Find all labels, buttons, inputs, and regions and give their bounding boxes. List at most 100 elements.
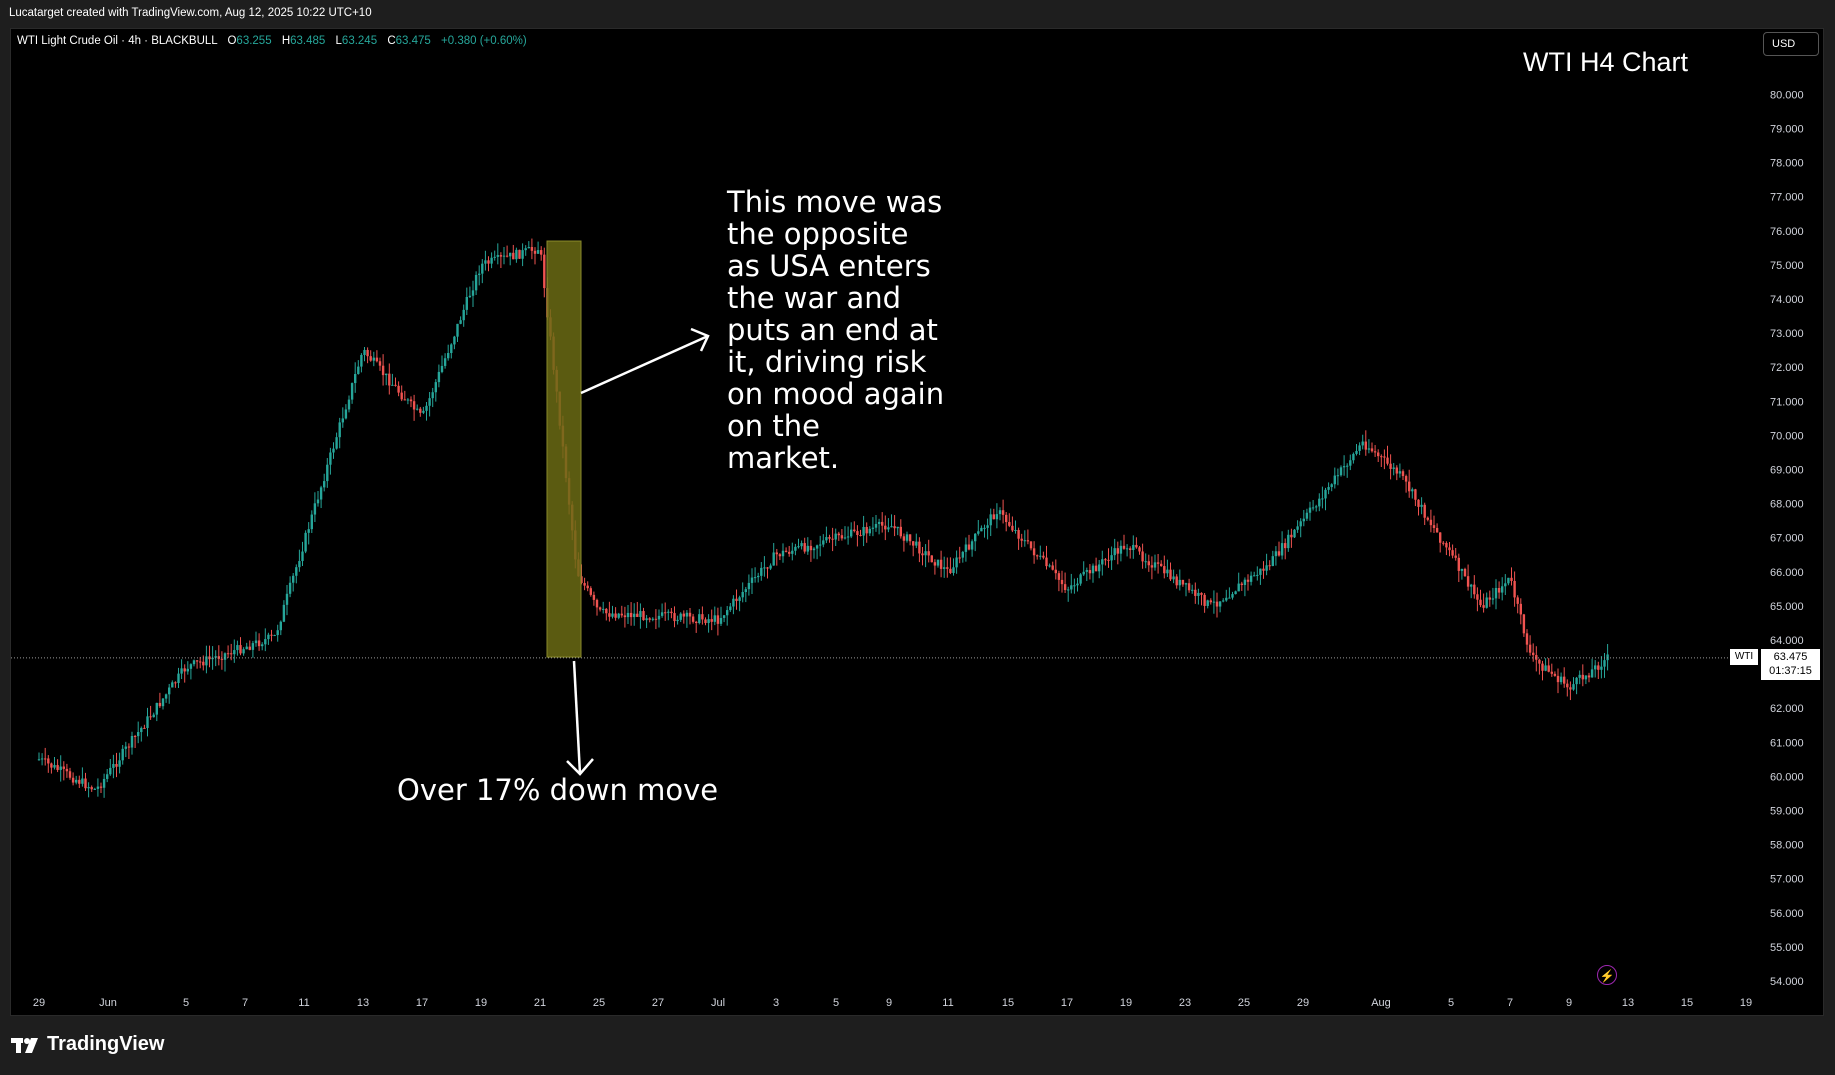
candle-body	[1287, 534, 1290, 549]
candle-body	[487, 260, 490, 264]
candle-body	[1215, 601, 1219, 607]
candle-body	[307, 529, 310, 533]
y-tick-label: 66.000	[1770, 567, 1804, 579]
candle-body	[1525, 633, 1529, 645]
chart-panel[interactable]: 54.000 55.000 56.000 57.000 58.000 59.000 60.0…	[10, 28, 1824, 1016]
candle-body	[651, 618, 654, 620]
candle-body	[1094, 565, 1098, 572]
candle-body	[1584, 675, 1588, 680]
price-marker-value: 63.475	[1773, 651, 1808, 663]
candle-body	[183, 668, 186, 672]
candle-body	[44, 758, 47, 760]
candle-body	[1060, 579, 1064, 585]
candle-body	[1187, 583, 1191, 591]
candle-body	[970, 541, 974, 550]
candle-body	[1408, 481, 1411, 492]
candle-body	[316, 499, 320, 504]
candle-body	[273, 635, 276, 637]
x-tick-label: 29	[1297, 997, 1309, 1009]
candle-body	[1206, 600, 1209, 606]
candle-body	[1240, 583, 1243, 585]
candle-body	[583, 583, 586, 586]
candle-body	[586, 585, 589, 589]
candle-body	[943, 567, 946, 569]
flash-icon[interactable]: ⚡	[1597, 965, 1617, 985]
candle-body	[1299, 521, 1302, 527]
candle-body	[1538, 659, 1541, 664]
candle-body	[419, 408, 422, 413]
candle-body	[1014, 529, 1017, 531]
candle-body	[1541, 663, 1544, 671]
candle-body	[1160, 563, 1163, 567]
candle-body	[521, 250, 524, 259]
candle-body	[1395, 467, 1398, 474]
candle-body	[614, 613, 617, 618]
brand-name[interactable]: TradingView	[47, 1033, 165, 1055]
candle-body	[137, 732, 140, 737]
candle-body	[56, 765, 59, 770]
candle-body	[1473, 584, 1476, 595]
candle-body	[335, 437, 338, 449]
candle-body	[1315, 506, 1318, 508]
candle-body	[676, 619, 679, 622]
candle-body	[540, 250, 543, 255]
candle-body	[1491, 598, 1495, 600]
y-tick-label: 75.000	[1770, 260, 1804, 272]
currency-button[interactable]: USD	[1763, 32, 1819, 56]
candle-body	[1432, 525, 1436, 528]
candle-body	[276, 630, 279, 636]
candle-body	[484, 260, 487, 264]
x-tick-label: 25	[1238, 997, 1250, 1009]
candle-body	[1209, 600, 1212, 603]
candle-body	[1265, 565, 1268, 571]
candle-body	[465, 296, 468, 310]
candle-body	[800, 543, 803, 547]
candle-body	[1302, 518, 1305, 522]
candle-body	[1327, 487, 1330, 490]
candle-body	[1203, 594, 1206, 606]
candle-body	[710, 619, 713, 622]
x-tick-label: 3	[773, 997, 779, 1009]
candle-body	[143, 727, 146, 729]
candle-body	[1479, 599, 1482, 606]
x-tick-label: 15	[1681, 997, 1693, 1009]
candle-body	[1274, 551, 1278, 557]
candle-body	[961, 551, 964, 558]
y-tick-label: 60.000	[1770, 771, 1804, 783]
price-marker-countdown: 01:37:15	[1769, 665, 1812, 677]
candle-body	[1457, 557, 1460, 571]
candle-body	[1318, 498, 1321, 507]
candle-body	[1380, 456, 1383, 458]
candle-body	[1088, 570, 1092, 574]
candle-body	[391, 384, 394, 386]
candle-body	[1005, 514, 1008, 523]
candle-body	[1377, 452, 1380, 457]
y-tick-label: 59.000	[1770, 806, 1804, 818]
candle-body	[518, 249, 521, 259]
candle-body	[1184, 583, 1188, 585]
candle-body	[921, 553, 924, 556]
candle-body	[239, 645, 242, 654]
candle-body	[1129, 548, 1132, 550]
price-chart[interactable]: 54.000 55.000 56.000 57.000 58.000 59.000 60.0…	[11, 29, 1825, 1017]
candle-body	[509, 252, 512, 257]
tradingview-logo-icon[interactable]	[10, 1035, 44, 1057]
candle-body	[825, 537, 828, 541]
candle-body	[177, 673, 180, 683]
candle-body	[912, 541, 915, 546]
candle-body	[750, 577, 754, 583]
candle-body	[629, 612, 633, 618]
candle-body	[1076, 583, 1079, 586]
candle-body	[481, 263, 484, 274]
candle-body	[1017, 529, 1020, 539]
symbol-name[interactable]: WTI Light Crude Oil · 4h · BLACKBULL	[17, 35, 218, 47]
candle-body	[688, 612, 692, 617]
candle-body	[673, 613, 676, 622]
candle-body	[679, 613, 682, 620]
candle-body	[127, 746, 131, 748]
close-label: C	[387, 35, 396, 47]
candle-body	[1175, 576, 1178, 586]
candle-body	[887, 527, 890, 530]
candle-body	[853, 529, 856, 532]
candle-body	[1435, 527, 1439, 533]
